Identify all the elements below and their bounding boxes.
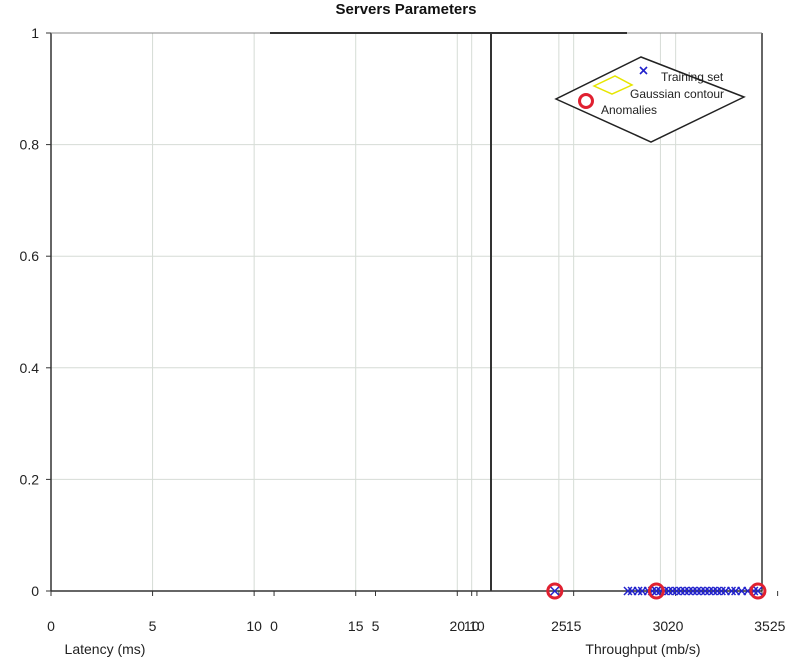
x-tick-label: 5	[149, 618, 157, 634]
plot-frame	[50, 32, 763, 592]
latency-axis-label: Latency (ms)	[65, 641, 146, 657]
training-point	[680, 586, 690, 596]
training-point	[704, 586, 714, 596]
legend-gaussian-contour-marker	[592, 75, 634, 95]
training-point	[668, 586, 678, 596]
legend-training-set-label: Training set	[661, 70, 724, 84]
training-point	[688, 586, 698, 596]
training-point	[633, 586, 643, 596]
x-tick-label: 15	[566, 618, 582, 634]
training-point	[684, 586, 694, 596]
x-tick-label: 0	[47, 618, 55, 634]
x-tick-label: 15	[348, 618, 364, 634]
chart-title: Servers Parameters	[336, 1, 477, 18]
y-tick-label: 0.2	[20, 471, 40, 487]
training-point	[753, 586, 763, 596]
legend-gaussian-contour-label: Gaussian contour	[630, 87, 724, 101]
training-point	[716, 586, 726, 596]
y-tick-label: 0.6	[20, 248, 40, 264]
anomaly-point	[647, 582, 665, 600]
y-tick-label: 0.4	[20, 360, 40, 376]
throughput-axis-label: Throughput (mb/s)	[585, 641, 700, 657]
x-tick-label: 35	[754, 618, 770, 634]
legend: Training set Gaussian contour Anomalies	[554, 56, 746, 143]
x-tick-label: 30	[653, 618, 669, 634]
training-point	[651, 586, 661, 596]
y-axis-ticks: 0 0.2 0.4 0.6 0.8 1	[20, 25, 51, 599]
legend-box	[554, 56, 746, 143]
training-point	[708, 586, 718, 596]
y-tick-label: 0	[31, 583, 39, 599]
legend-anomalies-label: Anomalies	[601, 103, 657, 117]
x-tick-label: 10	[469, 618, 485, 634]
training-point	[623, 586, 633, 596]
x-tick-label: 20	[449, 618, 465, 634]
training-point	[726, 586, 737, 596]
x-tick-label: 10	[246, 618, 262, 634]
y-tick-label: 0.8	[20, 137, 40, 153]
training-point	[696, 586, 706, 596]
training-point	[672, 586, 682, 596]
legend-anomalies-marker	[578, 93, 594, 109]
x-tick-label: 0	[270, 618, 278, 634]
training-point	[664, 586, 674, 596]
training-point	[676, 586, 686, 596]
training-point	[712, 586, 722, 596]
x-tick-label: 10	[464, 618, 480, 634]
legend-training-set-marker	[639, 66, 648, 75]
anomaly-point	[546, 582, 564, 600]
training-point	[550, 586, 560, 596]
x-tick-label: 25	[770, 618, 785, 634]
anomaly-point	[749, 582, 767, 600]
training-point	[692, 586, 702, 596]
training-point	[700, 586, 710, 596]
data-marks	[546, 582, 767, 600]
x-tick-label: 20	[668, 618, 684, 634]
y-tick-label: 1	[31, 25, 39, 41]
x-tick-label: 25	[551, 618, 567, 634]
x-tick-label: 5	[372, 618, 380, 634]
